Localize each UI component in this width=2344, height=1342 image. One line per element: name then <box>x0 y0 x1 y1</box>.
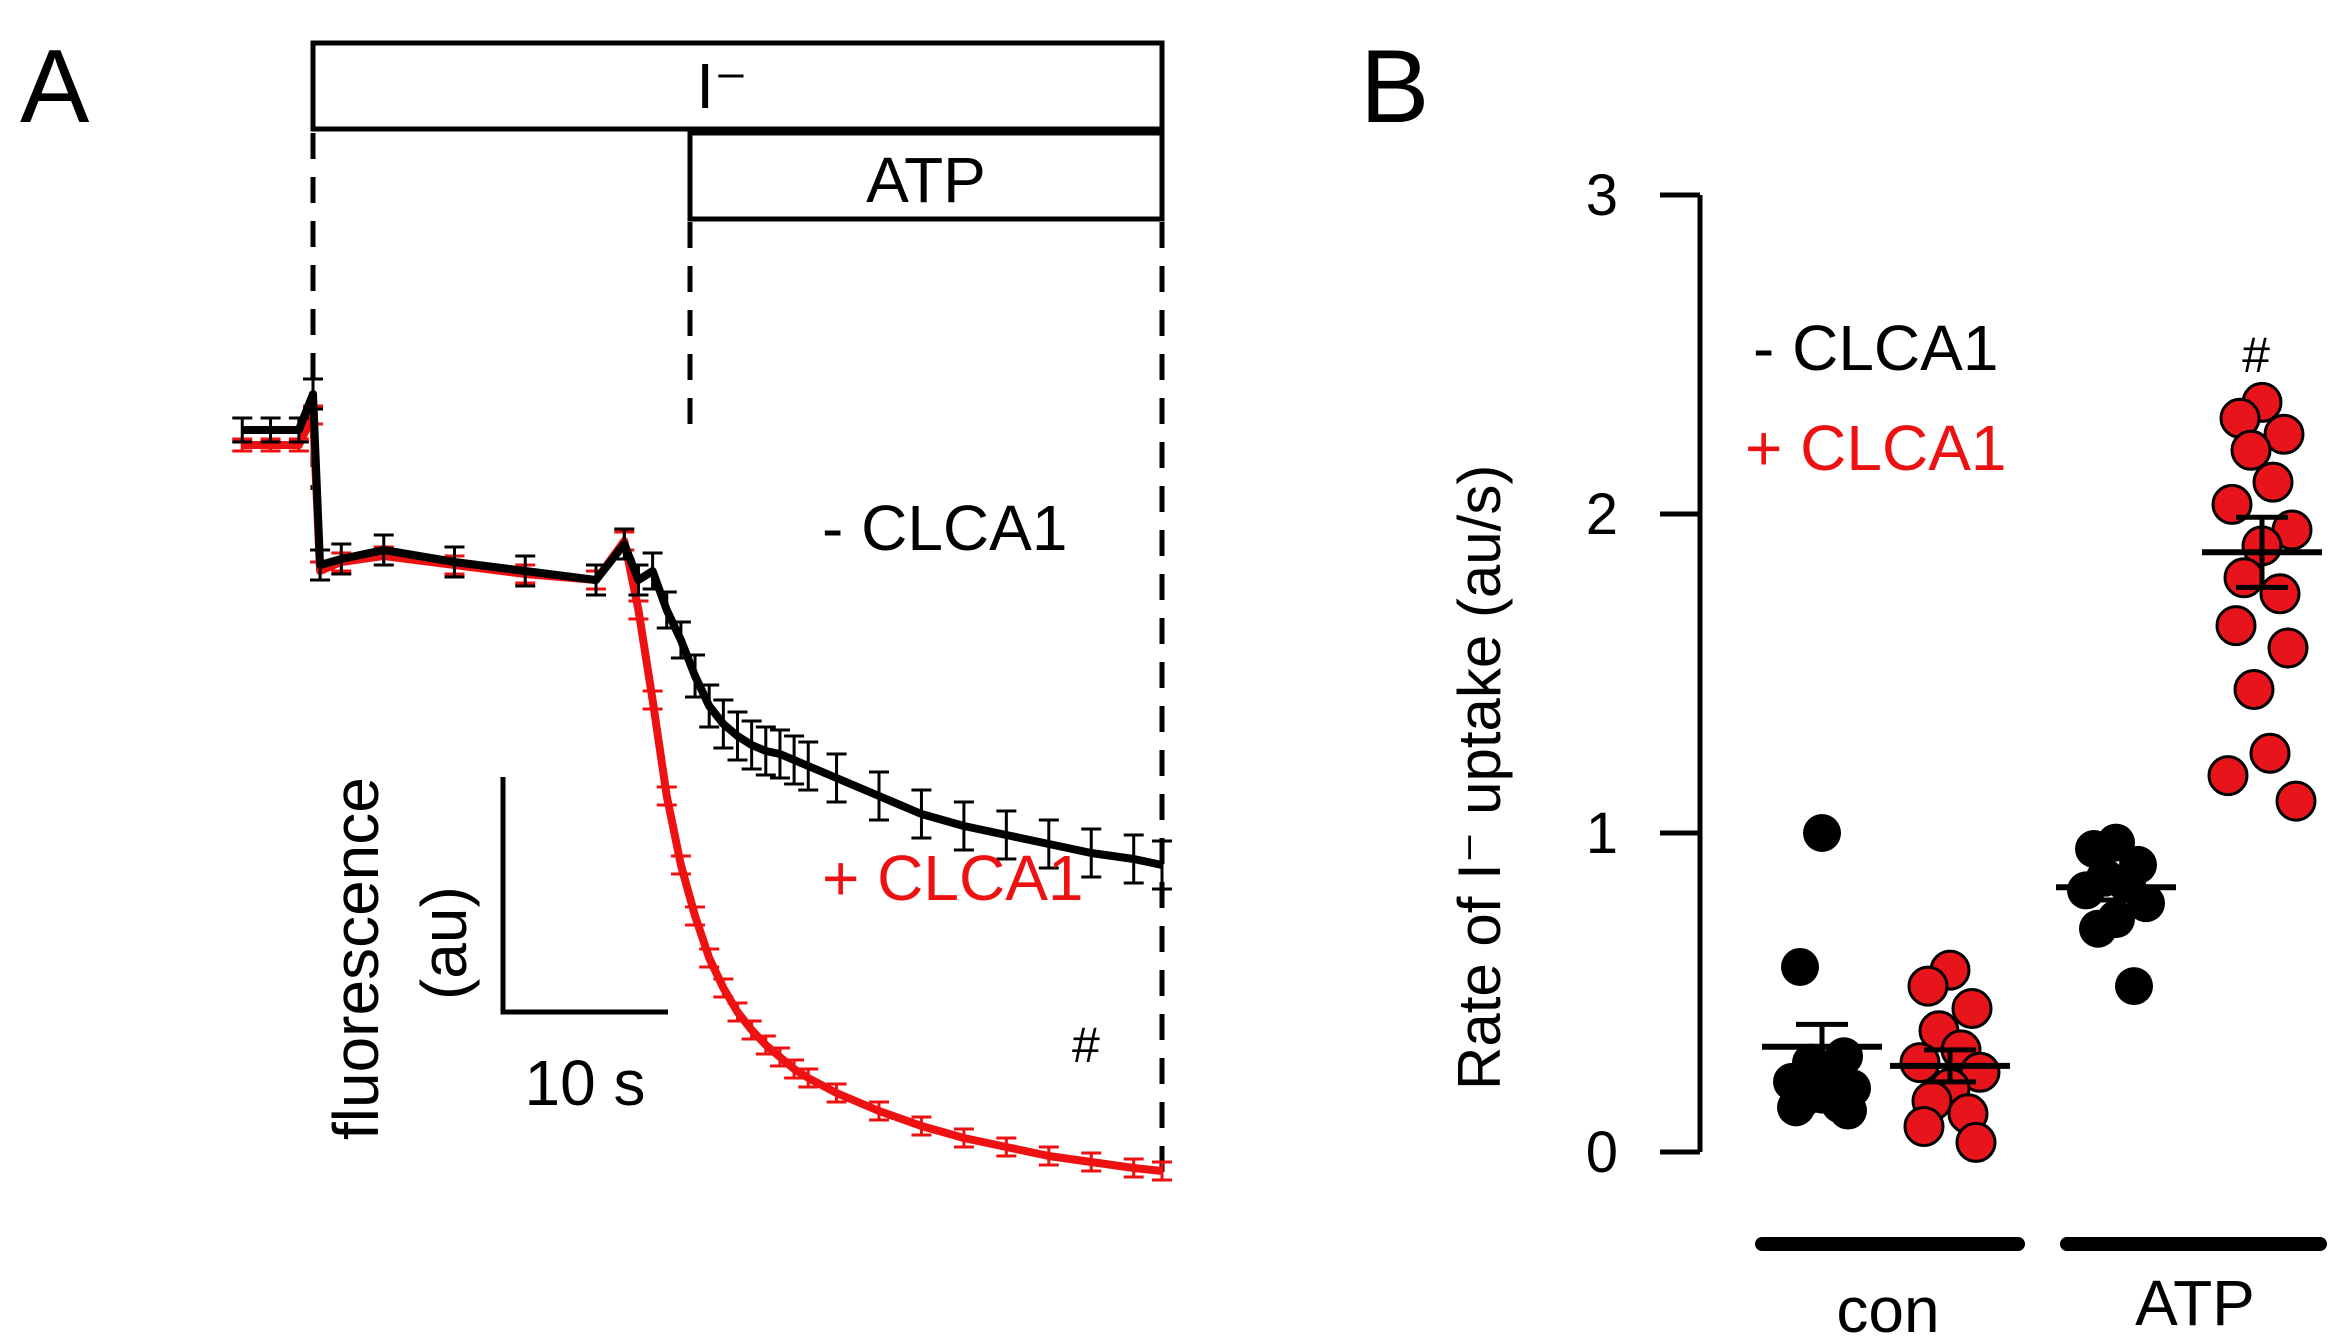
data-point <box>1903 1105 1945 1147</box>
data-point <box>2230 429 2272 471</box>
neg-trace-label: - CLCA1 <box>822 492 1067 564</box>
scatter-points <box>1762 381 2322 1163</box>
scale-bar-x-label: 10 s <box>525 1047 646 1119</box>
iodide-bar <box>310 40 1165 132</box>
panel-b-label: B <box>1360 29 1429 145</box>
y-tick-label: 2 <box>1586 482 1618 547</box>
data-point <box>2252 461 2294 503</box>
data-point <box>1777 1088 1815 1127</box>
data-point <box>2249 732 2291 774</box>
data-point <box>2075 829 2113 868</box>
significance-marker-b: # <box>2242 327 2270 383</box>
traces <box>232 377 1172 1182</box>
data-point <box>2079 909 2117 948</box>
data-point <box>2067 871 2105 910</box>
data-point <box>1803 814 1841 852</box>
data-point <box>1899 1042 1941 1084</box>
data-point <box>1829 1091 1867 1130</box>
data-point <box>2207 755 2249 797</box>
data-point <box>1955 1121 1997 1163</box>
legend-pos: + CLCA1 <box>1745 412 2006 484</box>
scale-bar-y-label-2: (au) <box>408 886 480 1000</box>
y-tick-label: 0 <box>1586 1120 1618 1185</box>
y-tick-label: 1 <box>1586 801 1618 866</box>
panel-a: A I⁻ ATP - CLCA1 + CLCA1 # 10 s fluoresc… <box>20 29 1172 1182</box>
scale-bar <box>500 777 668 1015</box>
atp-bar <box>687 130 1165 222</box>
y-axis-label: Rate of I⁻ uptake (au/s) <box>1446 465 1513 1090</box>
atp-bar-label: ATP <box>866 144 986 216</box>
data-point <box>1907 965 1949 1007</box>
data-point <box>2127 884 2165 923</box>
data-point <box>2115 967 2153 1006</box>
data-point <box>2259 573 2301 615</box>
data-point <box>2223 557 2265 599</box>
data-point <box>2211 483 2253 525</box>
scale-bar-y-label-1: fluorescence <box>320 777 392 1140</box>
y-axis: 0 1 2 3 <box>1586 163 1703 1185</box>
y-tick-label: 3 <box>1586 163 1618 228</box>
y-axis-label-text: Rate of I⁻ uptake (au/s) <box>1446 465 1513 1090</box>
data-point <box>2263 413 2305 455</box>
trace-neg-clca1 <box>242 390 1163 869</box>
legend-neg: - CLCA1 <box>1753 312 1998 384</box>
data-point <box>1781 947 1819 986</box>
iodide-bar-label: I⁻ <box>696 50 748 122</box>
panel-a-label: A <box>20 29 90 145</box>
significance-marker-a: # <box>1072 1017 1100 1073</box>
data-point <box>2215 605 2257 647</box>
group-label-atp: ATP <box>2135 1267 2255 1339</box>
data-point <box>1951 987 1993 1029</box>
pos-trace-label: + CLCA1 <box>822 842 1083 914</box>
data-point <box>2233 668 2275 710</box>
data-point <box>2275 780 2317 822</box>
group-label-con: con <box>1836 1274 1939 1342</box>
data-point <box>2267 627 2309 669</box>
